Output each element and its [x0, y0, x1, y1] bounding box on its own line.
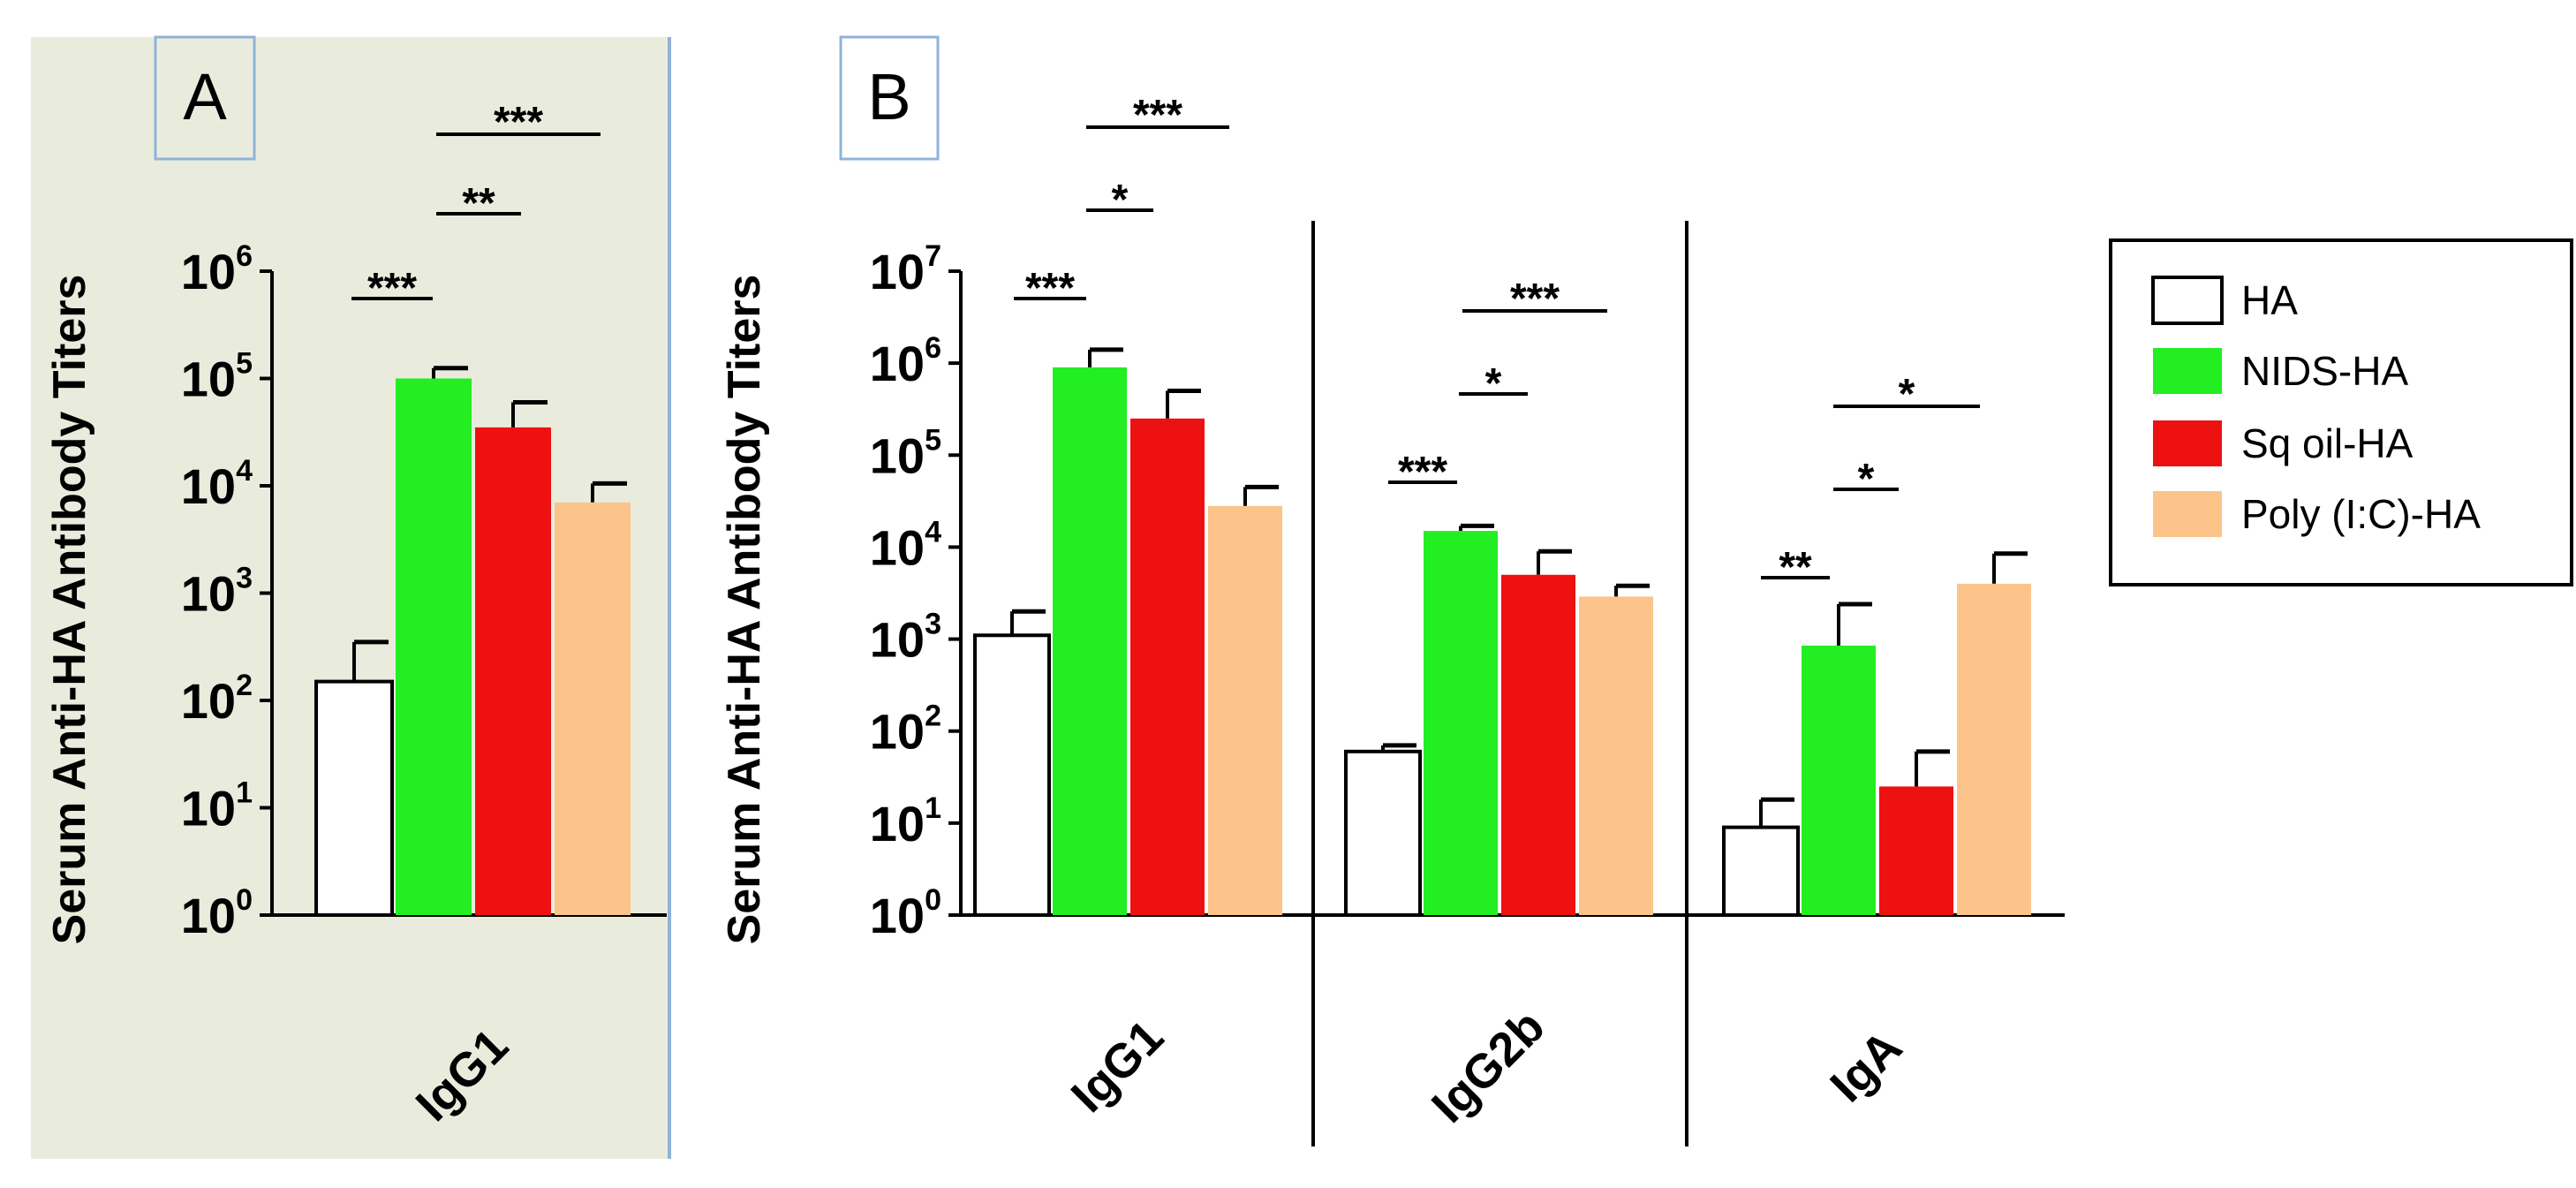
- panel-a-bar: [314, 679, 394, 917]
- panel-b-y-tick-label: 102: [870, 700, 941, 760]
- panel-b-bar: [1957, 583, 2031, 915]
- panel-b-bar: [1879, 786, 1953, 915]
- panel-b-y-tick-label: 100: [870, 883, 941, 943]
- panel-b-bar: [1208, 505, 1282, 915]
- legend-swatch: [2153, 420, 2222, 466]
- panel-b-bar: [1802, 645, 1876, 915]
- panel-b-y-tick-label: 104: [870, 515, 941, 575]
- panel-a-y-tick-label: 100: [181, 883, 253, 943]
- panel-a-significance-label: ***: [367, 265, 417, 312]
- panel-b-y-tick-label: 101: [870, 791, 941, 851]
- panel-b-significance-label: ***: [1025, 265, 1075, 312]
- panel-b-bar: [1053, 367, 1127, 915]
- panel-a-significance-label: **: [462, 180, 495, 227]
- panel-b-label: B: [839, 35, 940, 161]
- legend-label: Poly (I:C)-HA: [2241, 491, 2481, 537]
- panel-b-category-label: IgA: [1820, 1020, 1912, 1112]
- legend-swatch: [2153, 491, 2222, 537]
- panel-a-y-tick-label: 104: [181, 454, 253, 514]
- panel-b-bar: [1722, 825, 1800, 917]
- panel-a-y-tick-label: 106: [181, 239, 253, 299]
- panel-b-y-tick-label: 103: [870, 608, 941, 668]
- panel-a-significance-label: ***: [494, 99, 543, 146]
- panel-b-y-axis-label: Serum Anti-HA Antibody Titers: [719, 275, 770, 945]
- legend-label: Sq oil-HA: [2241, 420, 2414, 466]
- legend-label: HA: [2241, 277, 2298, 323]
- panel-a-label-text: A: [183, 60, 227, 133]
- panel-a-bar: [396, 378, 472, 915]
- panel-b-bar: [1501, 574, 1575, 915]
- panel-a-y-axis-label: Serum Anti-HA Antibody Titers: [44, 275, 95, 945]
- panel-b-significance-label: ***: [1133, 92, 1182, 139]
- panel-b-category-label: IgG1: [1061, 1010, 1174, 1123]
- panel-a-y-tick-label: 103: [181, 562, 253, 622]
- legend-swatch: [2153, 348, 2222, 394]
- panel-b-bar: [1424, 531, 1498, 915]
- legend-swatch: [2151, 276, 2224, 325]
- panel-b-significance-label: ***: [1398, 449, 1447, 496]
- panel-a-label: A: [154, 35, 256, 161]
- panel-b-y-tick-label: 106: [870, 331, 941, 391]
- panel-b-y-tick-label: 105: [870, 423, 941, 483]
- panel-b-significance-label: **: [1779, 544, 1812, 591]
- panel-b-bar: [1344, 749, 1422, 917]
- panel-b-significance-label: *: [1858, 456, 1875, 503]
- panel-a-y-tick-label: 102: [181, 669, 253, 729]
- panel-b-category-label: IgG2b: [1422, 1000, 1555, 1133]
- panel-b-bar: [1579, 596, 1653, 915]
- panel-a-y-tick-label: 101: [181, 776, 253, 836]
- panel-b-chart: 100101102103104105106107IgG1*******IgG2b…: [870, 92, 2065, 1146]
- panel-b-label-text: B: [867, 60, 910, 133]
- panel-a-y-tick-label: 105: [181, 347, 253, 407]
- panel-b-significance-label: *: [1485, 360, 1502, 407]
- panel-b-significance-label: ***: [1510, 276, 1560, 322]
- legend-label: NIDS-HA: [2241, 348, 2408, 394]
- panel-b-bar: [973, 633, 1051, 917]
- legend: HA NIDS-HA Sq oil-HA Poly (I:C)-HA: [2109, 238, 2573, 586]
- panel-a-bar: [475, 427, 551, 915]
- panel-b-bar: [1130, 418, 1205, 915]
- panel-b-significance-label: *: [1899, 371, 1915, 418]
- panel-b-significance-label: *: [1112, 177, 1129, 223]
- panel-a-bar: [555, 502, 631, 915]
- panel-b-y-tick-label: 107: [870, 239, 941, 299]
